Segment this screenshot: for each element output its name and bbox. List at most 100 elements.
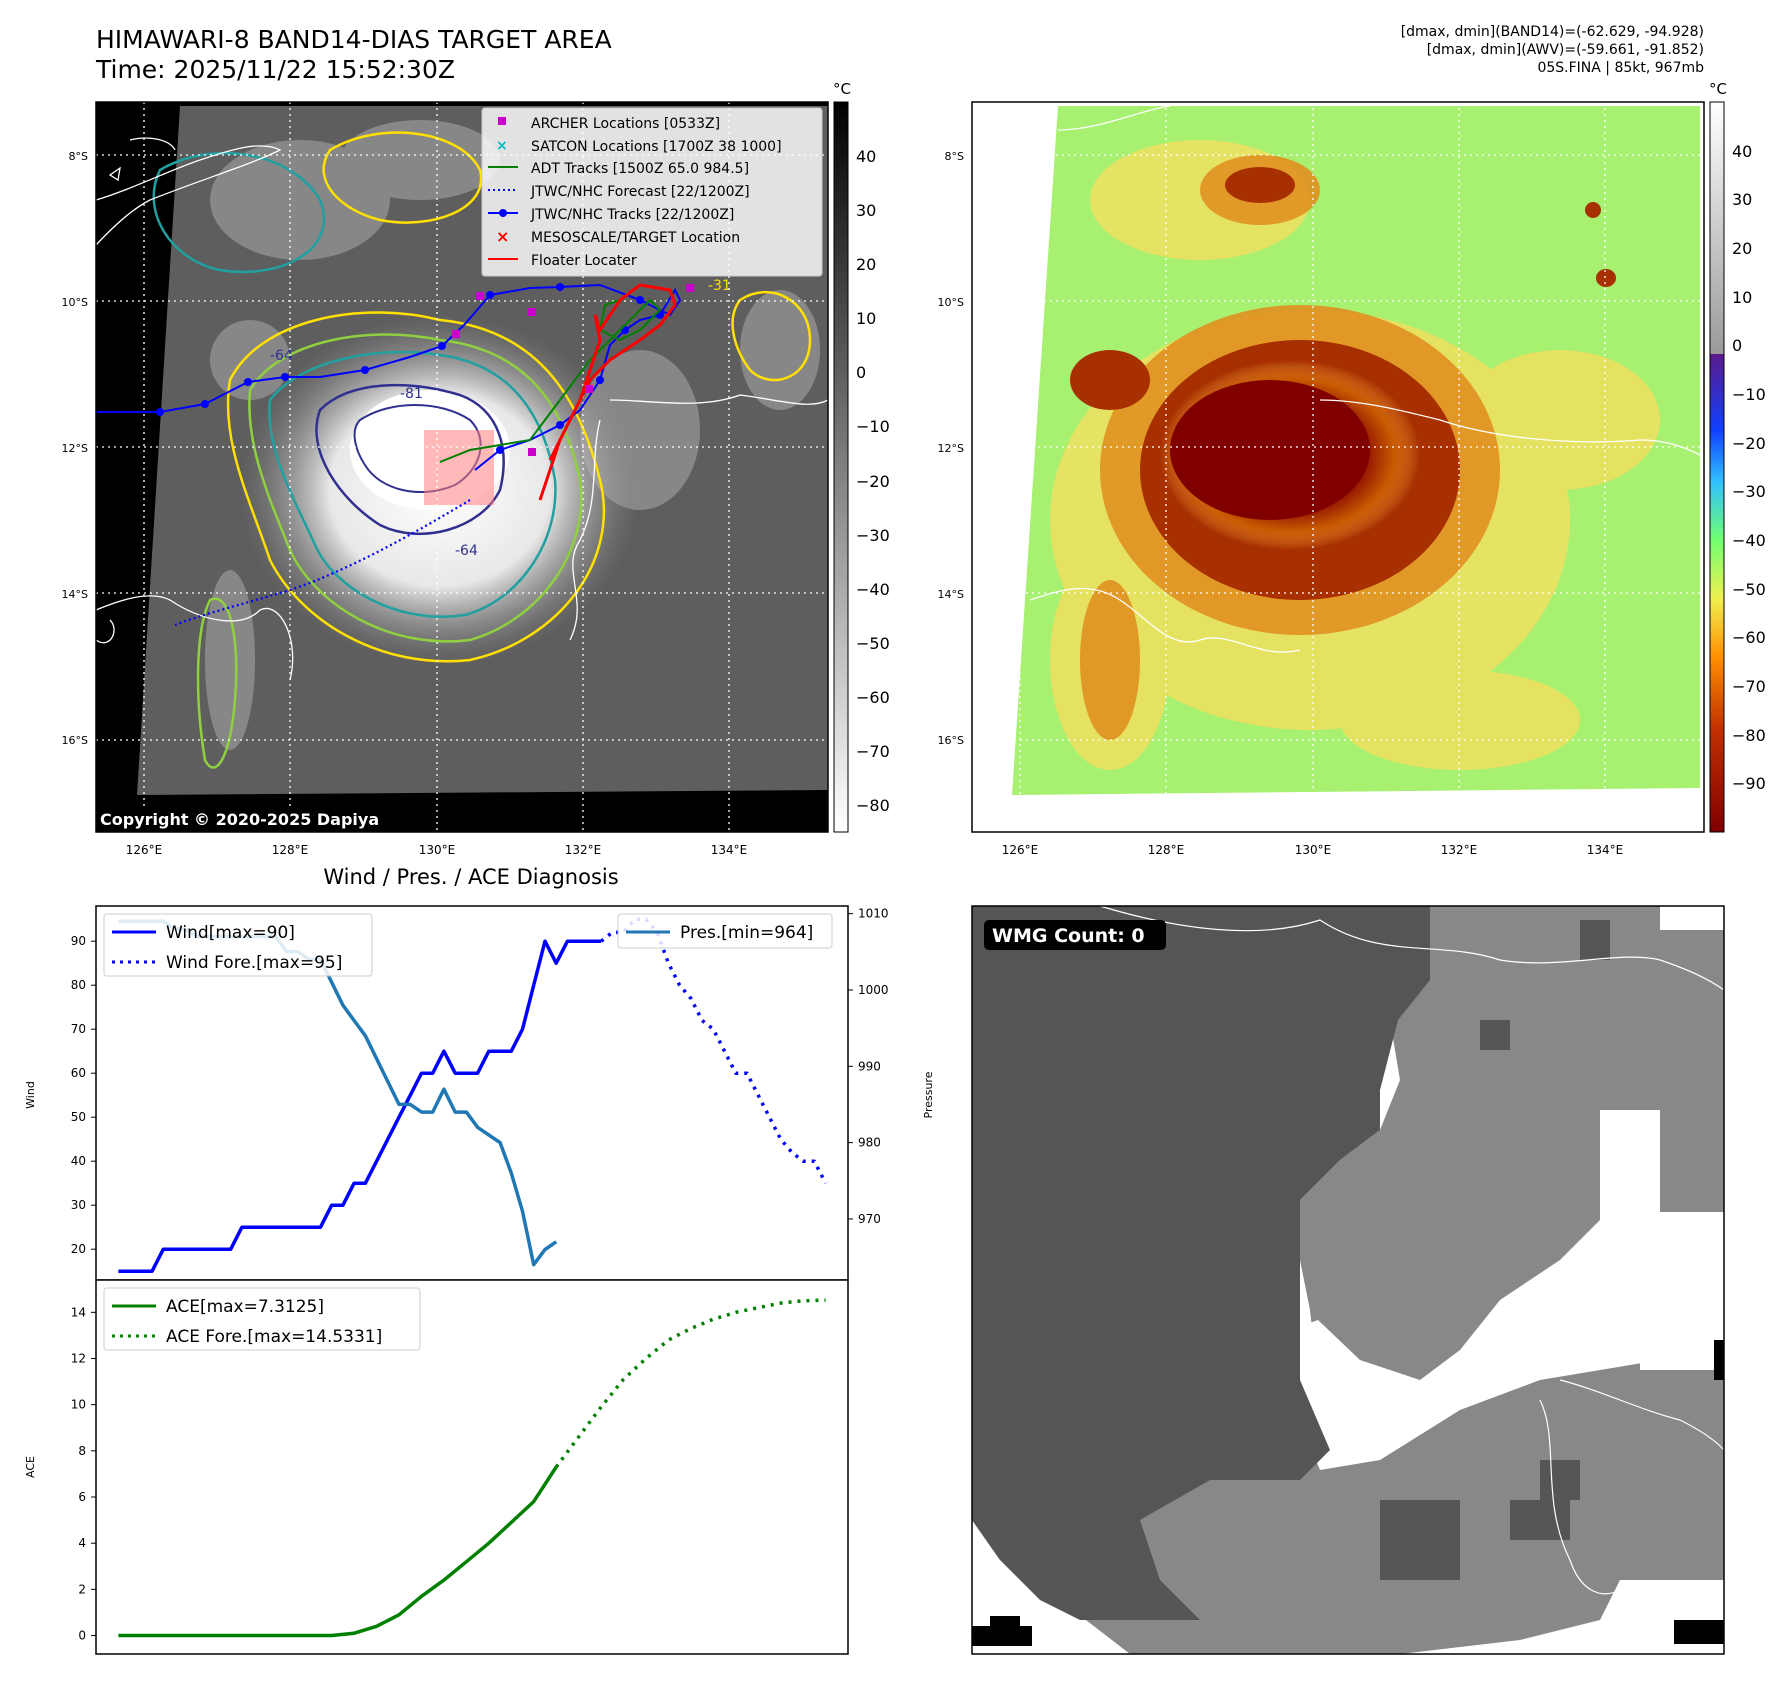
copyright-text: Copyright © 2020-2025 Dapiya [100,810,379,829]
cbar-tick: −40 [1732,531,1766,550]
legend-label: Floater Locater [531,253,637,269]
wind-tick-label: 60 [71,1066,86,1080]
color-ir-map[interactable] [972,102,1704,832]
wind-line [118,939,602,1273]
ace-tick-label: 14 [71,1305,86,1319]
storm-info-text: 05S.FINA | 85kt, 967mb [1537,60,1704,76]
cbar-tick: −50 [856,634,890,653]
legend-label: ACE[max=7.3125] [166,1297,324,1317]
cbar-tick: −30 [1732,482,1766,501]
cbar-tick: 20 [856,255,876,274]
legend-marker-archer [498,117,506,125]
pressure-legend: Pres.[min=964] [617,913,833,949]
ace-tick-label: 8 [78,1444,86,1458]
left-lat-labels: 8°S 10°S 12°S 14°S 16°S [62,150,88,747]
ace-axis-label: ACE [24,1456,37,1478]
lat-tick: 16°S [938,734,964,747]
map-legend: ARCHER Locations [0533Z] × SATCON Locati… [481,107,823,277]
contour-label: -64 [455,543,478,559]
wind-axis: 20 30 40 50 60 70 80 90 [71,934,96,1256]
wind-tick-label: 20 [71,1242,86,1256]
lon-tick: 126°E [126,843,163,857]
figure-time: Time: 2025/11/22 15:52:30Z [96,55,455,84]
ace-series [118,1298,826,1638]
floater-track [538,283,677,501]
legend-label: ACE Fore.[max=14.5331] [166,1327,382,1347]
archer-markers [452,284,694,456]
cbar-tick: −80 [1732,726,1766,745]
ace-tick-label: 10 [71,1398,86,1412]
lon-tick: 134°E [711,843,748,857]
cbar-tick: 20 [1732,239,1752,258]
ace-axis: 0 2 4 6 8 10 12 14 [71,1305,96,1643]
cbar-tick: −40 [856,580,890,599]
wind-tick-label: 50 [71,1110,86,1124]
cbar-tick: −20 [1732,434,1766,453]
right-lat-labels: 8°S 10°S 12°S 14°S 16°S [938,150,964,747]
cbar-tick: −10 [1732,385,1766,404]
pressure-tick-label: 1010 [858,907,889,921]
legend-label: JTWC/NHC Forecast [22/1200Z] [530,184,750,200]
color-colorbar: °C 40 30 20 10 0 −10 −20 −30 −40 −50 −60… [1709,80,1766,833]
cbar-tick: −20 [856,472,890,491]
awv-range-text: [dmax, dmin](AWV)=(-59.661, -91.852) [1426,42,1704,58]
contour-label: -64 [270,348,293,364]
ace-tick-label: 6 [78,1490,86,1504]
cbar-tick: 30 [856,201,876,220]
ir-map[interactable]: -81 -64 -64 -31 [96,102,828,832]
legend-label: ADT Tracks [1500Z 65.0 984.5] [531,161,749,177]
pressure-axis-label: Pressure [922,1071,935,1118]
ace-legend: ACE[max=7.3125] ACE Fore.[max=14.5331] [103,1287,421,1351]
cbar-tick: −70 [1732,677,1766,696]
cbar-tick: 0 [1732,336,1742,355]
lon-tick: 130°E [1295,843,1332,857]
pressure-tick-label: 1000 [858,983,889,997]
wind-tick-label: 30 [71,1198,86,1212]
pressure-tick-label: 970 [858,1212,881,1226]
wmg-count-badge [984,920,1166,950]
legend-marker-target: × [496,227,509,246]
contour-label: -81 [400,386,423,402]
cbar-tick: 10 [1732,288,1752,307]
ace-forecast-line [554,1298,826,1469]
lon-tick: 132°E [565,843,602,857]
figure-title: HIMAWARI-8 BAND14-DIAS TARGET AREA [96,25,612,54]
cbar-tick: −90 [1732,774,1766,793]
lat-tick: 16°S [62,734,88,747]
lon-tick: 134°E [1587,843,1624,857]
jtwc-track [96,283,682,471]
cbar-tick: 30 [1732,190,1752,209]
lat-tick: 14°S [938,588,964,601]
lat-tick: 12°S [938,442,964,455]
colorbar-unit: °C [1709,80,1727,98]
wmg-count-text: WMG Count: 0 [992,925,1145,947]
cbar-tick: 0 [856,363,866,382]
jtwc-forecast-track [174,499,471,627]
pressure-tick-label: 990 [858,1059,881,1073]
legend-label: ARCHER Locations [0533Z] [531,116,720,132]
wind-pressure-chart[interactable]: 20 30 40 50 60 70 80 90 970 980 990 1000 1010 Wind … [24,905,935,1281]
cbar-tick: 10 [856,309,876,328]
ace-chart[interactable]: 0 2 4 6 8 10 12 14 ACE ACE[max=7.3125] ACE Fore… [24,1279,849,1655]
cbar-tick: 40 [856,147,876,166]
wind-tick-label: 70 [71,1022,86,1036]
legend-label: Pres.[min=964] [680,923,813,943]
contour-label: -31 [708,278,731,294]
legend-dot-jtwc [499,209,507,217]
legend-label: JTWC/NHC Tracks [22/1200Z] [530,207,734,223]
ace-line [118,1466,558,1638]
legend-label: MESOSCALE/TARGET Location [531,230,740,246]
ir-colorbar: °C 40 30 20 10 0 −10 −20 −30 −40 −50 −60… [833,80,890,833]
wmg-panel[interactable]: WMG Count: 0 [971,905,1725,1655]
lon-tick: 126°E [1002,843,1039,857]
colorbar-ticks: 40 30 20 10 0 −10 −20 −30 −40 −50 −60 −7… [856,147,890,815]
target-box [424,430,494,505]
left-lon-labels: 126°E 128°E 130°E 132°E 134°E [126,843,748,857]
legend-marker-satcon: × [496,138,508,154]
wind-legend: Wind[max=90] Wind Fore.[max=95] [103,913,373,977]
wind-tick-label: 90 [71,934,86,948]
pressure-axis: 970 980 990 1000 1010 [848,907,889,1226]
ace-tick-label: 2 [78,1582,86,1596]
cbar-tick: 40 [1732,142,1752,161]
lon-tick: 128°E [272,843,309,857]
